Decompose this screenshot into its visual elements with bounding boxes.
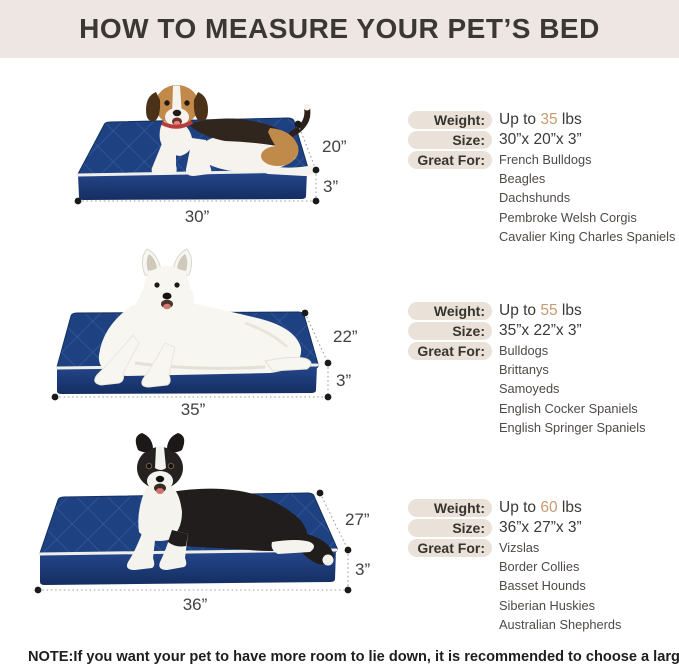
- breed-item: Australian Shepherds: [499, 616, 622, 632]
- medium-bed-specs: Weight: Up to 55 lbs Size: 35”x 22”x 3” …: [408, 302, 679, 439]
- depth-dimension-label: 20”: [322, 137, 347, 156]
- depth-dim-line: [319, 492, 349, 551]
- great-for-row: Great For: Bulldogs Brittanys Samoyeds E…: [408, 342, 679, 437]
- note-text: If you want your pet to have more room t…: [73, 649, 679, 665]
- weight-value: Up to 35 lbs: [499, 111, 582, 128]
- breed-item: English Springer Spaniels: [499, 419, 646, 435]
- weight-value: Up to 60 lbs: [499, 499, 582, 516]
- dimension-dots: [74, 120, 320, 205]
- weight-number: 60: [540, 499, 558, 516]
- weight-label: Weight:: [408, 499, 492, 517]
- height-dimension-label: 3”: [355, 560, 370, 579]
- border-collie-dog-illustration: [126, 433, 335, 570]
- size-label: Size:: [408, 322, 492, 340]
- weight-label: Weight:: [408, 302, 492, 320]
- weight-label: Weight:: [408, 111, 492, 129]
- depth-dimension-label: 22”: [333, 327, 358, 346]
- size-value: 30”x 20”x 3”: [499, 131, 582, 148]
- great-for-row: Great For: French Bulldogs Beagles Dachs…: [408, 151, 679, 246]
- breed-item: Brittanys: [499, 362, 549, 378]
- medium-bed-illustration: 22” 3” 35”: [51, 248, 358, 419]
- breed-item: Beagles: [499, 171, 546, 187]
- weight-number: 55: [540, 302, 558, 319]
- breed-item: Bulldogs: [499, 343, 549, 358]
- size-label: Size:: [408, 131, 492, 149]
- breed-item: Border Collies: [499, 559, 580, 575]
- great-for-row: Great For: Vizslas Border Collies Basset…: [408, 539, 679, 634]
- large-bed-illustration: 27” 3” 36”: [34, 433, 370, 614]
- small-bed-illustration: 20” 3” 30”: [74, 85, 347, 226]
- breed-item: Vizslas: [499, 540, 540, 555]
- size-value: 35”x 22”x 3”: [499, 322, 582, 339]
- breed-item: Dachshunds: [499, 190, 571, 206]
- dimension-dots: [51, 309, 332, 401]
- breed-item: Pembroke Welsh Corgis: [499, 209, 637, 225]
- depth-dim-line: [304, 312, 329, 364]
- header-banner: HOW TO MEASURE YOUR PET’S BED: [0, 0, 679, 58]
- note-label: NOTE:: [28, 649, 74, 665]
- breed-list: Vizslas Border Collies Basset Hounds Sib…: [499, 538, 621, 634]
- breed-item: Samoyeds: [499, 381, 560, 397]
- small-bed-specs: Weight: Up to 35 lbs Size: 30”x 20”x 3” …: [408, 111, 679, 248]
- breed-item: Basset Hounds: [499, 578, 586, 594]
- breed-list: Bulldogs Brittanys Samoyeds English Cock…: [499, 341, 646, 437]
- width-dimension-label: 35”: [181, 400, 206, 419]
- bed-front-face: [40, 550, 336, 585]
- great-for-label: Great For:: [408, 539, 492, 557]
- width-dimension-label: 30”: [185, 207, 210, 226]
- beagle-dog-illustration: [146, 85, 317, 176]
- width-dimension-label: 36”: [183, 595, 208, 614]
- breed-list: French Bulldogs Beagles Dachshunds Pembr…: [499, 150, 675, 246]
- bottom-note: NOTE:If you want your pet to have more r…: [28, 649, 679, 665]
- weight-row: Weight: Up to 55 lbs: [408, 302, 679, 320]
- large-bed-specs: Weight: Up to 60 lbs Size: 36”x 27”x 3” …: [408, 499, 679, 636]
- dimension-lines-small: [78, 123, 317, 202]
- dimension-lines-medium: [55, 312, 329, 398]
- samoyed-dog-illustration: [94, 248, 312, 388]
- dimension-dots: [34, 489, 352, 594]
- height-dimension-label: 3”: [323, 177, 338, 196]
- weight-row: Weight: Up to 35 lbs: [408, 111, 679, 129]
- weight-number: 35: [540, 111, 558, 128]
- great-for-label: Great For:: [408, 151, 492, 169]
- dimension-lines-large: [38, 492, 349, 591]
- breed-item: Siberian Huskies: [499, 597, 596, 613]
- breed-item: English Cocker Spaniels: [499, 400, 638, 416]
- page-title: HOW TO MEASURE YOUR PET’S BED: [79, 13, 600, 44]
- size-label: Size:: [408, 519, 492, 537]
- height-dimension-label: 3”: [336, 371, 351, 390]
- size-value: 36”x 27”x 3”: [499, 519, 582, 536]
- bed-front-face: [78, 171, 307, 200]
- breed-item: Cavalier King Charles Spaniels: [499, 228, 676, 244]
- breed-item: French Bulldogs: [499, 152, 592, 167]
- size-row: Size: 30”x 20”x 3”: [408, 131, 679, 149]
- great-for-label: Great For:: [408, 342, 492, 360]
- weight-value: Up to 55 lbs: [499, 302, 582, 319]
- weight-row: Weight: Up to 60 lbs: [408, 499, 679, 517]
- size-row: Size: 36”x 27”x 3”: [408, 519, 679, 537]
- depth-dimension-label: 27”: [345, 510, 370, 529]
- size-row: Size: 35”x 22”x 3”: [408, 322, 679, 340]
